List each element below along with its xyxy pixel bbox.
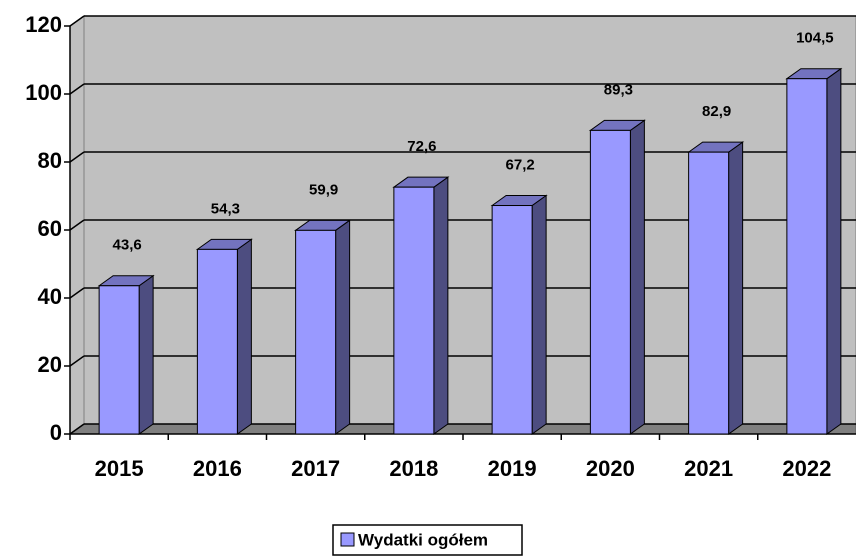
bar: [196, 248, 238, 435]
legend-box: [332, 524, 523, 556]
value-label: 59,9: [309, 181, 338, 198]
bar: [589, 129, 631, 435]
bar-side: [138, 274, 154, 435]
grid-line-side: [69, 355, 85, 367]
x-tick-label: 2021: [684, 456, 733, 481]
grid-line-side: [69, 151, 85, 163]
bar: [688, 151, 730, 435]
value-label: 67,2: [506, 156, 535, 173]
bar: [98, 285, 140, 435]
x-tick-label: 2022: [782, 456, 831, 481]
x-tick-label: 2018: [389, 456, 438, 481]
y-tick-label: 120: [25, 12, 62, 37]
y-tick-label: 20: [38, 352, 62, 377]
value-label: 89,3: [604, 81, 633, 98]
bar-side: [826, 67, 842, 435]
bar-side: [236, 238, 252, 435]
bar: [786, 78, 828, 435]
bar-side: [728, 141, 744, 435]
bar-side: [629, 119, 645, 435]
x-tick-label: 2019: [488, 456, 537, 481]
grid-line-side: [69, 287, 85, 299]
x-tick-label: 2016: [193, 456, 242, 481]
grid-line-side: [69, 83, 85, 95]
value-label: 54,3: [211, 200, 240, 217]
y-tick-label: 80: [38, 148, 62, 173]
value-label: 104,5: [796, 30, 834, 47]
value-label: 72,6: [407, 138, 436, 155]
bar: [491, 205, 533, 435]
bar-side: [531, 194, 547, 435]
grid-line-side: [69, 15, 85, 27]
y-tick-label: 40: [38, 284, 62, 309]
bar: [393, 186, 435, 435]
y-tick-label: 0: [50, 420, 62, 445]
bar: [295, 229, 337, 435]
x-tick-label: 2017: [291, 456, 340, 481]
legend-swatch: [340, 532, 355, 547]
y-tick-label: 60: [38, 216, 62, 241]
bar-side: [335, 219, 351, 435]
legend-label: Wydatki ogółem: [358, 530, 488, 549]
grid-line-side: [69, 219, 85, 231]
x-tick-label: 2020: [586, 456, 635, 481]
value-label: 82,9: [702, 103, 731, 120]
x-tick-label: 2015: [95, 456, 144, 481]
bar-side: [433, 176, 449, 435]
grid-line-side: [69, 423, 85, 435]
y-tick-label: 100: [25, 80, 62, 105]
value-label: 43,6: [113, 237, 142, 254]
